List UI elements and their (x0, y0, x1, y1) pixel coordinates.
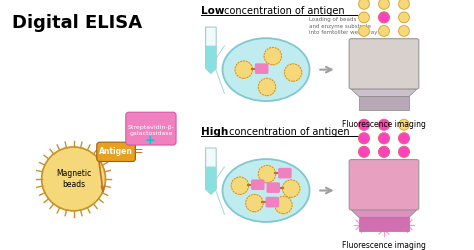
Circle shape (379, 146, 389, 157)
Circle shape (359, 146, 369, 157)
Circle shape (379, 12, 389, 23)
Text: concentration of antigen: concentration of antigen (220, 6, 344, 16)
Text: Low: Low (201, 6, 225, 16)
Polygon shape (359, 96, 409, 110)
FancyBboxPatch shape (255, 63, 268, 74)
Text: Fluorescence imaging: Fluorescence imaging (342, 120, 426, 129)
Text: =: = (133, 145, 144, 158)
Circle shape (246, 194, 263, 212)
Text: concentration of antigen: concentration of antigen (227, 127, 350, 137)
Ellipse shape (222, 38, 310, 101)
Text: Antigen: Antigen (99, 147, 133, 156)
FancyBboxPatch shape (251, 180, 264, 190)
Circle shape (359, 26, 369, 36)
Circle shape (231, 177, 248, 194)
Polygon shape (351, 89, 417, 96)
FancyBboxPatch shape (97, 142, 136, 162)
Circle shape (359, 12, 369, 23)
FancyBboxPatch shape (126, 112, 176, 145)
Circle shape (359, 0, 369, 9)
Text: Streptavidin-β-
galactosidase: Streptavidin-β- galactosidase (128, 125, 174, 136)
Circle shape (284, 64, 302, 81)
Circle shape (399, 146, 410, 157)
Polygon shape (206, 166, 216, 194)
Circle shape (399, 120, 410, 130)
Circle shape (264, 48, 282, 65)
Polygon shape (359, 217, 409, 231)
Circle shape (283, 180, 300, 197)
Circle shape (379, 133, 389, 143)
Circle shape (399, 26, 410, 36)
FancyBboxPatch shape (349, 160, 419, 210)
Circle shape (275, 196, 292, 214)
Circle shape (359, 133, 369, 143)
Text: +: + (145, 134, 155, 147)
Polygon shape (206, 148, 216, 194)
Circle shape (258, 78, 276, 96)
Ellipse shape (222, 159, 310, 222)
FancyBboxPatch shape (349, 39, 419, 89)
Circle shape (379, 26, 389, 36)
Text: Digital ELISA: Digital ELISA (12, 14, 142, 32)
Polygon shape (206, 27, 216, 74)
FancyBboxPatch shape (278, 168, 292, 178)
Polygon shape (206, 46, 216, 74)
Circle shape (399, 133, 410, 143)
Text: Magnetic
beads: Magnetic beads (56, 169, 91, 188)
Text: Loading of beads
and enzyme substrate
into femtoliter well arrays: Loading of beads and enzyme substrate in… (309, 18, 380, 35)
Circle shape (359, 120, 369, 130)
Circle shape (379, 120, 389, 130)
FancyBboxPatch shape (266, 182, 280, 193)
Circle shape (399, 0, 410, 9)
FancyBboxPatch shape (265, 197, 279, 207)
Circle shape (379, 0, 389, 9)
Circle shape (399, 12, 410, 23)
Text: Fluorescence imaging: Fluorescence imaging (342, 241, 426, 250)
Circle shape (258, 165, 276, 183)
Polygon shape (351, 210, 417, 217)
Circle shape (235, 61, 253, 78)
Circle shape (42, 147, 106, 211)
Text: High: High (201, 127, 228, 137)
